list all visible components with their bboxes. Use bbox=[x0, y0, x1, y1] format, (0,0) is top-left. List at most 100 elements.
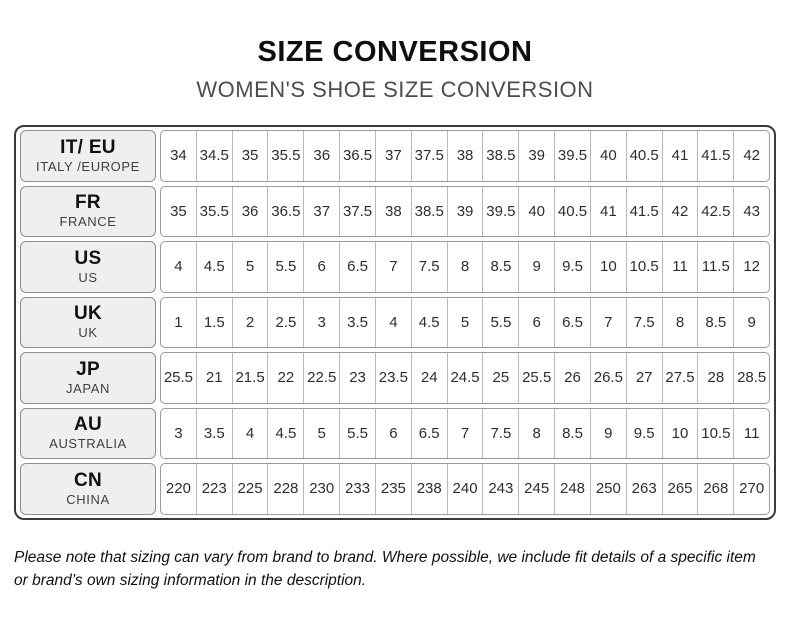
size-cell: 270 bbox=[733, 464, 769, 514]
size-cell: 37 bbox=[374, 131, 411, 181]
row-header-cell: FR FRANCE bbox=[20, 185, 156, 237]
size-cell: 3 bbox=[174, 424, 183, 442]
table-row: IT/ EU ITALY /EUROPE 34 34.5 35 35.5 36 36.5 37 3… bbox=[18, 128, 772, 184]
size-cell: 3 bbox=[303, 297, 339, 347]
page: SIZE CONVERSION WOMEN'S SHOE SIZE CONVER… bbox=[14, 36, 776, 589]
size-cell: 6 bbox=[374, 408, 411, 458]
size-cell: 10.5 bbox=[697, 408, 733, 458]
table-row: JP JAPAN 25.5 21 21.5 22 22.5 23 23.5 24 24.5 25 25.… bbox=[18, 350, 772, 406]
row-header-cell: US US bbox=[20, 241, 156, 293]
region-code: FR bbox=[75, 192, 101, 214]
size-cell: 1 bbox=[174, 313, 183, 331]
size-cell: 223 bbox=[195, 464, 232, 514]
region-name: UK bbox=[78, 325, 98, 341]
size-cell: 265 bbox=[661, 464, 698, 514]
size-cell: 27.5 bbox=[661, 353, 698, 403]
size-cell: 7.5 bbox=[625, 297, 662, 347]
size-cell: 43 bbox=[733, 186, 769, 236]
size-cell: 6 bbox=[518, 297, 554, 347]
size-cell: 4 bbox=[231, 408, 268, 458]
size-cell: 8 bbox=[446, 242, 483, 292]
size-cell: 225 bbox=[231, 464, 268, 514]
size-cell: 5.5 bbox=[482, 297, 518, 347]
size-cell: 245 bbox=[518, 464, 554, 514]
size-cell: 23 bbox=[339, 353, 375, 403]
size-cell: 10 bbox=[589, 242, 626, 292]
size-values-strip: 3 3.5 4 4.5 5 5.5 6 6.5 7 7.5 8 8.5 9 9.5 10 10.5 11 bbox=[160, 407, 770, 459]
size-cell: 36 bbox=[231, 186, 268, 236]
size-cell: 11 bbox=[733, 408, 769, 458]
size-cell: 34.5 bbox=[195, 131, 232, 181]
size-cell: 3.5 bbox=[195, 408, 232, 458]
size-cell: 41 bbox=[661, 131, 698, 181]
size-cell: 36.5 bbox=[339, 131, 375, 181]
table-row: CN CHINA 220 223 225 228 230 233 235 238 240 243 245… bbox=[18, 461, 772, 517]
size-cell: 40 bbox=[589, 131, 626, 181]
size-cell: 230 bbox=[303, 464, 339, 514]
size-cell: 40 bbox=[518, 186, 554, 236]
size-cell: 7 bbox=[446, 408, 483, 458]
region-name: CHINA bbox=[66, 491, 110, 507]
size-cell: 38 bbox=[446, 131, 483, 181]
size-cell: 8.5 bbox=[697, 297, 733, 347]
size-conversion-table: IT/ EU ITALY /EUROPE 34 34.5 35 35.5 36 36.5 37 3… bbox=[14, 125, 776, 520]
size-cell: 37.5 bbox=[410, 131, 447, 181]
size-cell: 42 bbox=[733, 131, 769, 181]
size-cell: 27 bbox=[625, 353, 662, 403]
region-name: AUSTRALIA bbox=[49, 436, 127, 452]
region-code: CN bbox=[73, 469, 103, 491]
size-cell: 1.5 bbox=[195, 297, 232, 347]
size-cell: 5 bbox=[446, 297, 483, 347]
size-cell: 25.5 bbox=[163, 369, 194, 387]
size-cell: 5 bbox=[231, 242, 268, 292]
size-cell: 8.5 bbox=[482, 242, 518, 292]
size-cell: 8 bbox=[518, 408, 554, 458]
size-values-strip: 35 35.5 36 36.5 37 37.5 38 38.5 39 39.5 40 40.5 41 41… bbox=[160, 185, 770, 237]
size-cell: 21 bbox=[195, 353, 232, 403]
size-cell: 8.5 bbox=[554, 408, 590, 458]
size-values-strip: 1 1.5 2 2.5 3 3.5 4 4.5 5 5.5 6 6.5 7 7.5 8 8.5 9 bbox=[160, 296, 770, 348]
size-cell: 37.5 bbox=[339, 186, 375, 236]
size-cell: 22 bbox=[267, 353, 303, 403]
size-cell: 36 bbox=[303, 131, 339, 181]
size-cell: 38 bbox=[374, 186, 411, 236]
size-cell: 39 bbox=[446, 186, 483, 236]
size-cell: 250 bbox=[589, 464, 626, 514]
size-cell: 41.5 bbox=[625, 186, 662, 236]
row-header-cell: UK UK bbox=[20, 296, 156, 348]
size-cell: 4.5 bbox=[410, 297, 447, 347]
size-cell: 10.5 bbox=[625, 242, 662, 292]
size-values-strip: 34 34.5 35 35.5 36 36.5 37 37.5 38 38.5 39 39.5 40 40… bbox=[160, 130, 770, 182]
size-cell: 233 bbox=[339, 464, 375, 514]
size-cell: 42 bbox=[661, 186, 698, 236]
size-values-strip: 4 4.5 5 5.5 6 6.5 7 7.5 8 8.5 9 9.5 10 10.5 11 11.5 12 bbox=[160, 241, 770, 293]
region-code: AU bbox=[73, 414, 103, 436]
size-cell: 38.5 bbox=[410, 186, 447, 236]
size-values-strip: 25.5 21 21.5 22 22.5 23 23.5 24 24.5 25 25.5 26 26.5… bbox=[160, 352, 770, 404]
size-cell: 28.5 bbox=[733, 353, 769, 403]
size-cell: 228 bbox=[267, 464, 303, 514]
region-name: JAPAN bbox=[66, 380, 110, 396]
table-row: UK UK 1 1.5 2 2.5 3 3.5 4 4.5 5 5.5 6 6.5 7 7.5 8 8.5 9 bbox=[18, 295, 772, 351]
size-cell: 9.5 bbox=[625, 408, 662, 458]
size-cell: 7.5 bbox=[482, 408, 518, 458]
size-cell: 35 bbox=[231, 131, 268, 181]
size-cell: 263 bbox=[625, 464, 662, 514]
size-cell: 38.5 bbox=[482, 131, 518, 181]
page-title: SIZE CONVERSION bbox=[257, 36, 533, 68]
size-cell: 7 bbox=[589, 297, 626, 347]
table-row: FR FRANCE 35 35.5 36 36.5 37 37.5 38 38.5 39 39.5 40… bbox=[18, 184, 772, 240]
size-cell: 5.5 bbox=[339, 408, 375, 458]
row-header-cell: AU AUSTRALIA bbox=[20, 407, 156, 459]
size-cell: 4.5 bbox=[195, 242, 232, 292]
size-cell: 2 bbox=[231, 297, 268, 347]
table-row: US US 4 4.5 5 5.5 6 6.5 7 7.5 8 8.5 9 9.5 10 10.5 11 11.5… bbox=[18, 239, 772, 295]
size-cell: 41.5 bbox=[697, 131, 733, 181]
size-cell: 12 bbox=[733, 242, 769, 292]
size-cell: 238 bbox=[410, 464, 447, 514]
row-header-cell: JP JAPAN bbox=[20, 352, 156, 404]
table-row: AU AUSTRALIA 3 3.5 4 4.5 5 5.5 6 6.5 7 7.5 8 8.5 9 9.5 1… bbox=[18, 406, 772, 462]
size-cell: 42.5 bbox=[697, 186, 733, 236]
size-cell: 9 bbox=[733, 297, 769, 347]
size-cell: 243 bbox=[482, 464, 518, 514]
